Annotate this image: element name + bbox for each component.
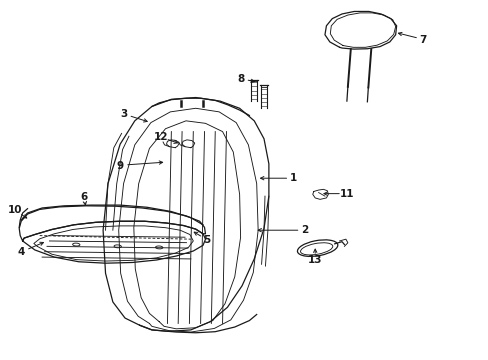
Text: 2: 2 [300,225,307,235]
Text: 10: 10 [8,206,22,216]
Text: 9: 9 [116,161,123,171]
Text: 8: 8 [237,73,244,84]
Text: 13: 13 [307,255,322,265]
Text: 12: 12 [153,132,167,142]
Text: 11: 11 [339,189,353,199]
Text: 1: 1 [289,173,296,183]
Text: 5: 5 [203,235,210,245]
Text: 3: 3 [120,109,127,119]
Text: 6: 6 [80,192,87,202]
Text: 4: 4 [18,247,25,257]
Text: 7: 7 [418,35,426,45]
